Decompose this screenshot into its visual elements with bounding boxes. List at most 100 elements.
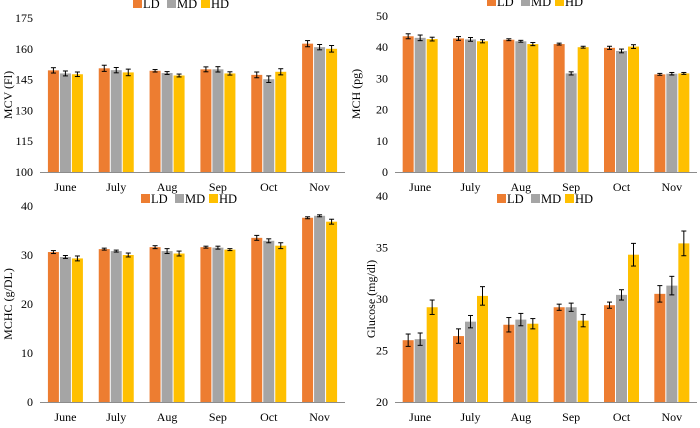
x-tick-label: Nov	[661, 180, 682, 194]
legend: LD MD HD	[141, 192, 237, 206]
x-tick-label: Nov	[309, 180, 330, 194]
bar-ld-june	[402, 36, 414, 172]
bar-hd-june	[71, 74, 83, 172]
error-bar-hd-oct	[631, 242, 636, 267]
error-bar-ld-june	[50, 67, 56, 74]
bar-md-oct	[616, 294, 627, 402]
x-tick-label: Oct	[260, 410, 278, 424]
error-bar-md-july	[113, 249, 119, 253]
error-bar-hd-aug	[176, 250, 182, 257]
error-bar-md-nov	[669, 71, 675, 76]
error-bar-hd-sep	[227, 71, 233, 76]
error-bar-md-nov	[317, 43, 323, 51]
bar-md-nov	[314, 215, 326, 402]
bar-md-oct	[263, 240, 275, 402]
y-tick-label: 30	[21, 248, 33, 262]
bar-md-aug	[161, 251, 173, 402]
bar-ld-july	[453, 336, 464, 402]
error-bar-md-oct	[266, 75, 272, 83]
bar-md-july	[110, 251, 122, 402]
bar-md-nov	[314, 47, 326, 172]
y-tick-label: 20	[21, 297, 33, 311]
bar-ld-oct	[251, 237, 263, 402]
x-tick-label: Sep	[209, 180, 227, 194]
error-bar-md-june	[417, 332, 423, 346]
error-bar-ld-nov	[657, 72, 663, 76]
bar-hd-july	[477, 295, 488, 402]
error-bar-ld-july	[456, 36, 461, 41]
error-bar-md-nov	[669, 275, 675, 296]
error-bar-hd-nov	[329, 218, 335, 225]
error-bar-hd-june	[74, 71, 80, 78]
error-bar-hd-june	[429, 36, 435, 42]
bar-md-sep	[565, 73, 577, 172]
bar-md-sep	[212, 69, 224, 172]
error-bar-md-aug	[518, 39, 524, 43]
error-bar-hd-july	[480, 286, 485, 306]
bar-ld-nov	[654, 293, 666, 402]
error-bar-ld-sep	[203, 66, 209, 73]
x-tick-label: June	[54, 180, 76, 194]
error-bar-ld-nov	[305, 216, 311, 220]
y-axis-label: MCHC (g/DL)	[1, 268, 15, 340]
error-bar-hd-june	[429, 299, 435, 315]
bar-hd-nov	[678, 243, 690, 402]
bar-md-sep	[565, 307, 577, 402]
error-bar-hd-oct	[278, 68, 284, 76]
bar-md-june	[59, 256, 71, 402]
error-bar-md-aug	[518, 312, 524, 327]
error-bar-hd-sep	[580, 45, 586, 49]
bar-hd-nov	[678, 73, 690, 172]
x-tick-label: Sep	[562, 180, 580, 194]
y-tick-label: 30	[376, 71, 388, 85]
bar-ld-oct	[604, 305, 615, 402]
bar-hd-july	[122, 72, 134, 172]
x-tick-label: Nov	[661, 410, 682, 424]
bar-md-nov	[666, 73, 678, 172]
legend-swatch-ld	[487, 0, 496, 6]
bar-md-july	[465, 39, 476, 173]
bar-hd-sep	[577, 320, 589, 402]
error-bar-md-july	[468, 37, 473, 42]
bar-ld-june	[402, 340, 414, 402]
y-axis-label: MCH (pg)	[349, 69, 363, 119]
legend-swatch-ld	[497, 194, 506, 203]
y-tick-label: 10	[376, 134, 388, 148]
legend-label-hd: HD	[219, 192, 237, 206]
error-bar-md-oct	[619, 48, 624, 54]
error-bar-hd-sep	[580, 313, 586, 328]
bar-hd-oct	[275, 245, 287, 402]
chart-glucose: 20 25 30 35 40 Glucose (mg/dl) June July Aug Sep O…	[364, 189, 697, 424]
x-tick-label: Sep	[209, 410, 227, 424]
bar-md-june	[59, 73, 71, 172]
chart-mchc: 0 10 20 30 40 MCHC (g/DL) June July Aug Sep Oct Nov…	[1, 192, 345, 424]
error-bar-hd-aug	[530, 318, 536, 330]
legend-label-md: MD	[541, 192, 561, 206]
bar-md-nov	[666, 285, 678, 402]
bar-ld-june	[47, 70, 59, 172]
x-tick-label: Aug	[510, 410, 531, 424]
error-bar-ld-july	[456, 328, 461, 344]
bar-hd-nov	[326, 48, 338, 172]
bar-hd-july	[477, 41, 488, 172]
y-tick-label: 145	[15, 73, 33, 87]
error-bar-ld-oct	[607, 301, 612, 309]
bar-ld-july	[98, 68, 110, 172]
bar-hd-oct	[275, 71, 287, 172]
x-tick-label: June	[54, 410, 76, 424]
x-tick-label: Oct	[260, 180, 278, 194]
error-bar-ld-sep	[203, 245, 209, 249]
x-tick-label: Oct	[613, 410, 631, 424]
y-tick-label: 35	[376, 241, 388, 255]
bar-hd-june	[426, 39, 438, 173]
bar-hd-july	[122, 255, 134, 402]
error-bar-ld-aug	[152, 245, 158, 250]
legend-label-md: MD	[177, 0, 197, 11]
error-bar-hd-july	[125, 252, 131, 258]
legend-label-md: MD	[185, 192, 205, 206]
x-tick-label: Aug	[157, 180, 178, 194]
error-bar-ld-july	[101, 64, 107, 72]
y-tick-label: 40	[376, 40, 388, 54]
x-tick-label: July	[460, 410, 480, 424]
